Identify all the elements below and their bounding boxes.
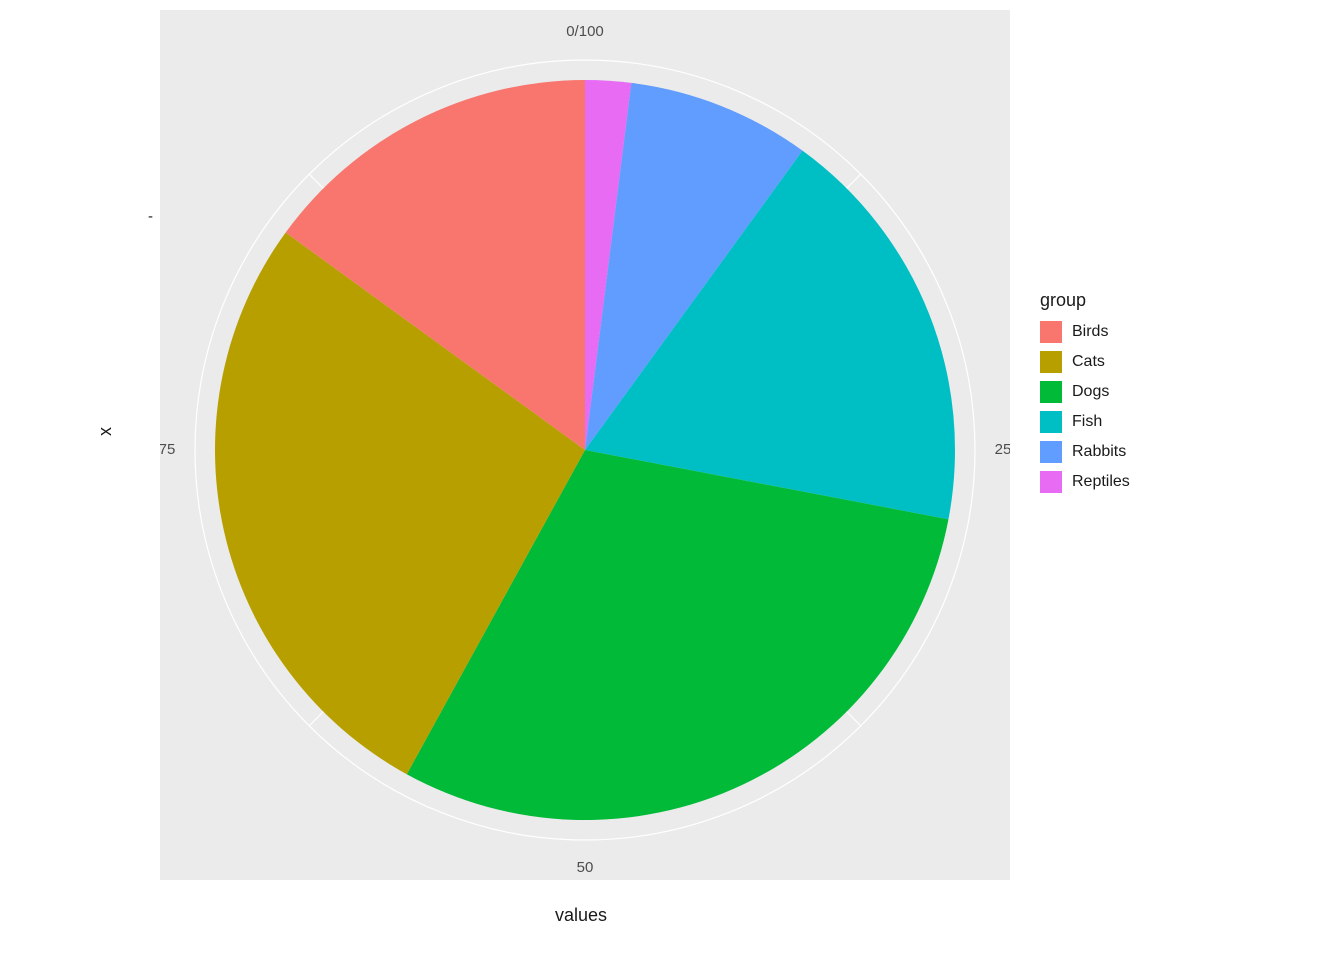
legend-label: Rabbits <box>1072 443 1126 461</box>
legend-item: Fish <box>1040 409 1130 435</box>
polar-tick-label: 25 <box>995 441 1010 458</box>
legend-swatch <box>1040 411 1062 433</box>
legend-item: Dogs <box>1040 379 1130 405</box>
legend-label: Cats <box>1072 353 1105 371</box>
legend-swatch <box>1040 381 1062 403</box>
polar-tick-label: 0/100 <box>566 23 604 40</box>
legend-swatch <box>1040 351 1062 373</box>
legend-label: Fish <box>1072 413 1102 431</box>
y-tick-marker: - <box>148 208 153 225</box>
legend-item: Reptiles <box>1040 469 1130 495</box>
legend-title: group <box>1040 290 1130 311</box>
legend: group Birds Cats Dogs Fish Rabbits Reptiles <box>1040 290 1130 499</box>
legend-label: Birds <box>1072 323 1108 341</box>
legend-item: Rabbits <box>1040 439 1130 465</box>
legend-swatch <box>1040 441 1062 463</box>
polar-tick-label: 50 <box>577 859 594 876</box>
legend-swatch <box>1040 321 1062 343</box>
y-axis-label: x <box>95 427 116 436</box>
pie-chart: 0/100 25 50 75 <box>160 10 1010 880</box>
legend-item: Birds <box>1040 319 1130 345</box>
legend-label: Reptiles <box>1072 473 1130 491</box>
legend-swatch <box>1040 471 1062 493</box>
legend-item: Cats <box>1040 349 1130 375</box>
x-axis-label: values <box>555 905 607 926</box>
chart-panel: 0/100 25 50 75 <box>160 10 1010 880</box>
legend-label: Dogs <box>1072 383 1109 401</box>
polar-tick-label: 75 <box>160 441 175 458</box>
